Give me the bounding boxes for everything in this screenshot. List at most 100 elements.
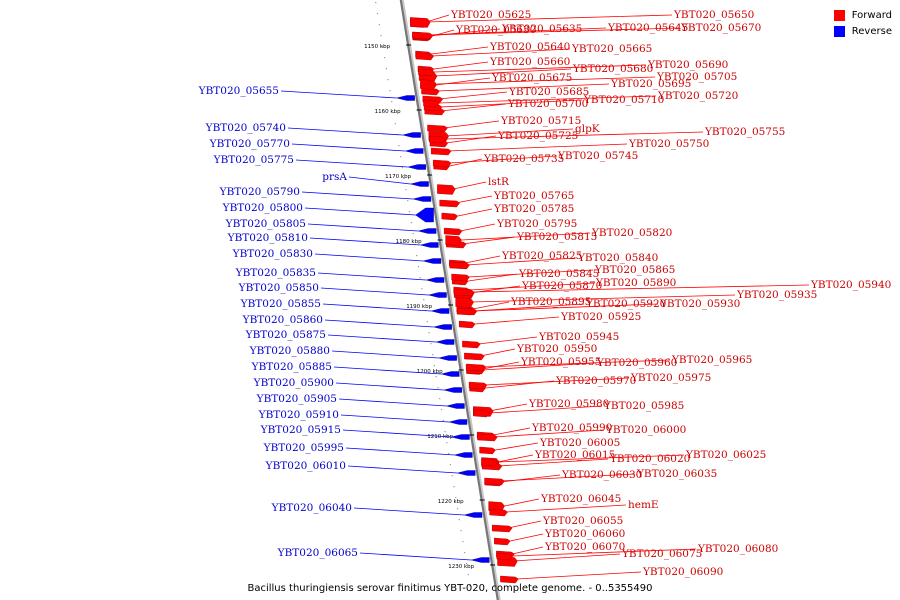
forward-gene-label: YBT020_05765 [493,190,574,202]
forward-gene [415,52,435,61]
forward-gene [494,537,511,546]
forward-connector [489,405,603,414]
forward-gene [455,297,474,308]
reverse-swatch [833,25,845,37]
reverse-gene [420,242,439,248]
reverse-gene [464,512,483,518]
guide-dot [455,497,457,499]
forward-gene-label: YBT020_05725 [497,130,578,142]
guide-dot [467,574,469,576]
forward-connector [516,571,642,580]
axis-tick-label: 1200 kbp [417,369,443,375]
forward-gene [468,381,488,390]
guide-dot [384,57,386,59]
guide-dot [394,123,396,125]
forward-connector [428,27,680,36]
forward-gene-label: YBT020_06000 [605,424,686,436]
guide-dot [439,398,441,400]
reverse-gene-label: YBT020_05885 [251,361,332,373]
forward-gene-label: YBT020_05690 [647,59,728,71]
reverse-gene [454,452,473,458]
forward-gene-label: YBT020_05920 [585,298,666,310]
reverse-gene-label: prsA [322,171,347,183]
forward-connector [440,103,507,112]
guide-dot [435,376,437,378]
reverse-connector [317,272,427,281]
forward-gene-label: YBT020_05705 [656,71,737,83]
guide-dot [392,112,395,114]
forward-gene-label: YBT020_05680 [572,63,653,75]
forward-connector [434,64,647,73]
forward-gene [451,273,470,282]
reverse-gene-label: YBT020_05770 [209,138,290,150]
forward-gene [412,31,433,40]
reverse-gene [441,371,460,377]
guide-dot [433,365,436,367]
guide-dot [408,211,411,213]
forward-connector [470,284,810,293]
reverse-gene [405,148,424,154]
forward-gene-label: YBT020_05635 [501,23,582,35]
forward-gene [429,135,446,144]
guide-dot [423,299,425,301]
reverse-connector [333,366,442,375]
axis-tick-label: 1170 kbp [385,174,411,180]
reverse-connector [287,127,403,136]
reverse-gene-label: YBT020_05800 [222,202,303,214]
guide-dot [451,475,453,477]
forward-gene [449,261,470,270]
forward-gene [445,235,462,246]
forward-gene-label: YBT020_05735 [483,153,564,165]
forward-gene [410,17,431,28]
guide-dot [428,332,430,334]
forward-gene [465,363,487,372]
forward-gene-label: YBT020_05645 [607,22,688,34]
forward-connector [508,520,542,529]
reverse-gene-label: YBT020_06010 [265,460,346,472]
reverse-gene-label: YBT020_05835 [235,267,316,279]
forward-gene [481,458,498,467]
guide-dot [405,189,407,191]
forward-gene [427,124,448,133]
forward-gene [488,501,505,512]
reverse-gene-label: YBT020_05830 [232,248,313,260]
guide-dot [419,277,421,279]
reverse-connector [359,552,472,561]
forward-connector [461,232,591,241]
reverse-gene-label: YBT020_05900 [253,377,334,389]
guide-dot [456,508,459,510]
guide-dot [430,343,432,345]
forward-connector [440,99,583,108]
guide-dot [378,24,380,26]
guide-dot [446,442,448,444]
guide-dot [444,431,446,433]
reverse-gene [443,387,463,393]
forward-gene-label: YBT020_06080 [697,543,778,555]
forward-connector [473,303,659,312]
forward-gene [464,352,485,361]
guide-dot [465,563,468,565]
guide-dot [400,156,402,158]
forward-connector [457,208,493,217]
forward-gene-label: YBT020_05785 [493,203,574,215]
forward-gene-label: YBT020_05660 [489,56,570,68]
forward-gene-label: YBT020_05675 [491,72,572,84]
legend-reverse: Reverse [833,24,892,38]
forward-gene [477,433,498,442]
forward-gene-label: YBT020_06005 [539,437,620,449]
reverse-connector [342,429,452,438]
forward-connector [445,135,497,144]
guide-dot [449,464,452,466]
reverse-gene [448,419,468,425]
forward-connector [468,273,518,282]
forward-gene-label: YBT020_05970 [555,375,636,387]
forward-connector [449,155,557,164]
reverse-gene-label: YBT020_05855 [240,298,321,310]
forward-gene-label: YBT020_05625 [450,9,531,21]
forward-gene-label: YBT020_05930 [659,298,740,310]
forward-gene [421,87,440,96]
reverse-connector [340,414,450,423]
forward-gene-label: lstR [488,176,510,188]
guide-dot [416,255,418,257]
reverse-gene [431,308,450,314]
